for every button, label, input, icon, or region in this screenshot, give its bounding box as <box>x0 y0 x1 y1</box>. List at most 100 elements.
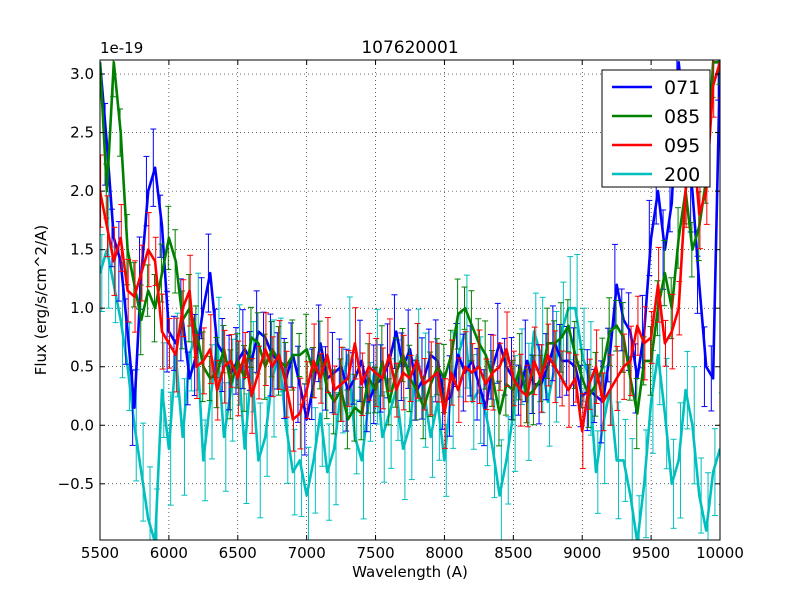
data-point-071 <box>705 365 708 368</box>
data-point-200 <box>264 436 267 438</box>
data-point-200 <box>498 494 501 497</box>
data-point-095 <box>698 213 701 216</box>
data-point-095 <box>230 360 232 362</box>
data-point-200 <box>257 459 260 462</box>
data-point-095 <box>181 307 184 309</box>
data-point-085 <box>243 377 246 380</box>
data-point-095 <box>712 84 714 87</box>
data-point-095 <box>505 348 508 350</box>
legend-label-071: 071 <box>664 77 700 99</box>
data-point-200 <box>622 459 625 462</box>
data-point-095 <box>498 365 501 368</box>
data-point-095 <box>512 377 515 380</box>
data-point-095 <box>209 348 212 350</box>
data-point-085 <box>664 272 666 274</box>
data-point-200 <box>223 436 225 438</box>
data-point-085 <box>168 237 170 239</box>
data-point-200 <box>670 483 673 485</box>
x-tick-label: 6000 <box>150 544 188 562</box>
data-point-085 <box>250 336 253 339</box>
data-point-200 <box>333 447 336 450</box>
data-point-071 <box>657 190 659 192</box>
data-point-085 <box>567 324 570 327</box>
data-point-071 <box>106 143 108 146</box>
data-point-085 <box>298 354 301 356</box>
data-point-095 <box>636 324 639 327</box>
data-point-200 <box>147 518 150 520</box>
data-point-095 <box>416 360 418 362</box>
chart-title: 107620001 <box>361 38 458 58</box>
data-point-071 <box>526 360 528 362</box>
data-point-200 <box>705 529 708 532</box>
data-point-200 <box>126 365 129 368</box>
data-point-071 <box>188 377 191 380</box>
data-point-095 <box>643 342 646 345</box>
data-point-085 <box>147 289 150 292</box>
data-point-200 <box>664 412 666 415</box>
data-point-085 <box>560 336 563 339</box>
y-tick-label: 0.0 <box>70 416 94 434</box>
data-point-071 <box>126 330 129 333</box>
data-point-085 <box>615 324 618 327</box>
data-point-095 <box>471 371 473 374</box>
data-point-200 <box>319 412 322 415</box>
data-point-095 <box>374 371 377 374</box>
data-point-095 <box>264 348 267 350</box>
data-point-095 <box>526 395 528 397</box>
data-point-095 <box>664 342 666 345</box>
x-axis-label: Wavelength (A) <box>352 563 468 581</box>
data-point-200 <box>629 494 632 497</box>
data-point-085 <box>457 313 460 315</box>
data-point-200 <box>202 459 205 462</box>
data-point-200 <box>292 471 294 473</box>
data-point-085 <box>354 406 356 409</box>
data-point-085 <box>257 342 260 345</box>
data-point-085 <box>292 354 294 356</box>
series-layer <box>100 60 720 540</box>
data-point-095 <box>491 371 494 374</box>
data-point-071 <box>670 202 673 204</box>
data-point-095 <box>271 365 274 368</box>
data-point-071 <box>457 354 460 356</box>
data-point-095 <box>250 395 253 397</box>
data-point-200 <box>181 436 184 438</box>
data-point-095 <box>457 389 460 391</box>
y-tick-label: 1.0 <box>70 299 94 317</box>
data-point-071 <box>615 283 618 286</box>
x-tick-label: 5500 <box>81 544 119 562</box>
plot-frame <box>99 59 721 541</box>
data-point-085 <box>195 330 198 333</box>
data-point-085 <box>174 260 177 263</box>
x-tick-label: 10000 <box>696 544 744 562</box>
legend-label-095: 095 <box>664 135 700 157</box>
data-point-095 <box>429 377 432 380</box>
data-point-200 <box>285 424 287 427</box>
data-point-085 <box>347 418 349 421</box>
data-point-095 <box>388 354 391 356</box>
legend-label-200: 200 <box>664 164 700 186</box>
data-point-200 <box>505 459 508 462</box>
offset-text: 1e-19 <box>100 39 143 57</box>
data-point-095 <box>360 383 363 386</box>
data-point-085 <box>388 401 391 403</box>
data-point-095 <box>402 371 404 374</box>
data-point-085 <box>581 377 584 380</box>
data-point-085 <box>691 248 694 251</box>
data-point-085 <box>140 319 143 321</box>
data-point-095 <box>588 383 590 386</box>
data-point-095 <box>243 354 246 356</box>
y-axis-label: Flux (erg/s/cm^2/A) <box>32 225 50 376</box>
legend-frame <box>601 69 711 188</box>
data-point-095 <box>519 389 522 391</box>
data-point-200 <box>298 459 301 462</box>
data-point-071 <box>698 283 701 286</box>
data-point-071 <box>650 237 652 239</box>
data-point-095 <box>478 365 480 368</box>
data-point-085 <box>498 412 501 415</box>
data-point-071 <box>161 225 163 228</box>
data-point-095 <box>112 260 115 263</box>
data-point-095 <box>202 360 205 362</box>
x-tick-label: 9000 <box>563 544 601 562</box>
data-point-095 <box>326 354 329 356</box>
data-point-071 <box>395 330 398 333</box>
